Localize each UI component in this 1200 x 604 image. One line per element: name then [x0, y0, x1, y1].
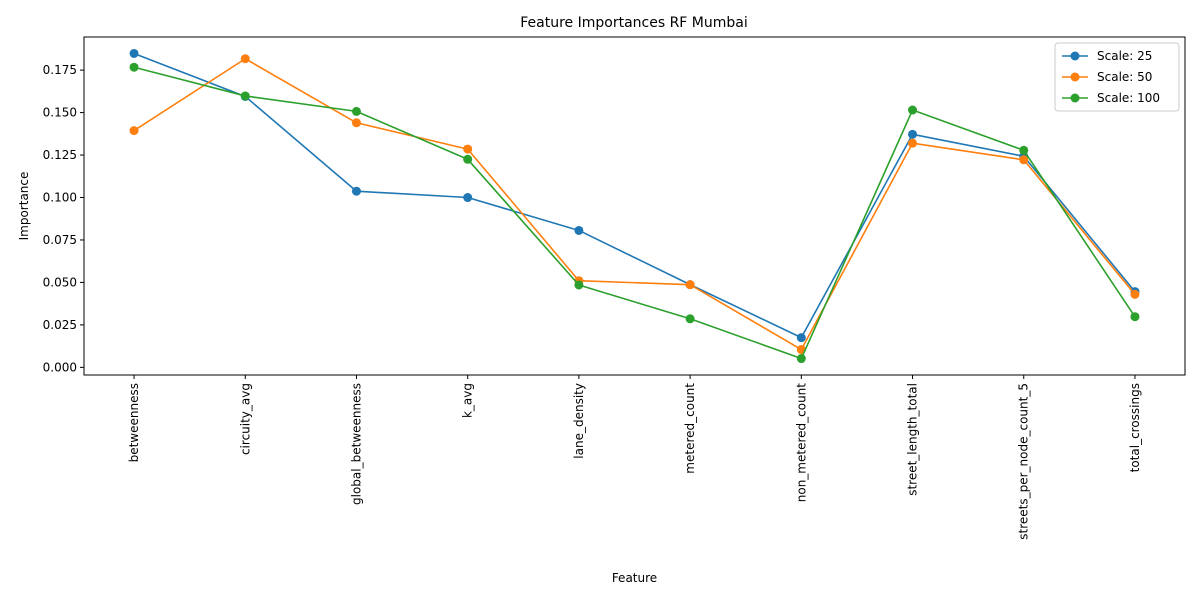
data-point [463, 154, 473, 164]
legend: Scale: 25 Scale: 50 Scale: 100 [1054, 42, 1180, 112]
x-tick-label: street_length_total [906, 383, 920, 496]
y-tick-label: 0.025 [43, 318, 77, 332]
data-point [796, 354, 806, 364]
legend-label: Scale: 100 [1097, 91, 1160, 105]
data-point [796, 333, 806, 343]
data-point [685, 280, 695, 290]
data-point [463, 193, 473, 203]
data-point [463, 144, 473, 154]
x-tick-label: total_crossings [1128, 383, 1142, 472]
data-point [1130, 289, 1140, 299]
data-point [1019, 155, 1029, 165]
y-tick-label: 0.125 [43, 148, 77, 162]
data-point [240, 54, 250, 64]
series-line [133, 66, 1136, 360]
y-tick-label: 0.075 [43, 233, 77, 247]
data-point [129, 62, 139, 72]
legend-marker [1070, 72, 1080, 82]
x-tick-label: circuity_avg [238, 383, 252, 455]
data-point [908, 129, 918, 139]
x-axis-label: Feature [612, 571, 657, 585]
data-point [1019, 145, 1029, 155]
x-tick-label: global_betweenness [349, 383, 363, 505]
data-point [129, 48, 139, 58]
legend-marker [1070, 93, 1080, 103]
legend-box [1054, 42, 1180, 112]
data-point [685, 314, 695, 324]
data-point [129, 126, 139, 136]
data-point [908, 138, 918, 148]
data-point [574, 280, 584, 290]
data-point [351, 118, 361, 128]
y-tick-label: 0.100 [43, 191, 77, 205]
x-tick-label: k_avg [461, 383, 475, 418]
x-tick-label: lane_density [572, 383, 586, 459]
series-line [133, 52, 1136, 339]
legend-label: Scale: 50 [1097, 70, 1152, 84]
data-point [351, 186, 361, 196]
legend-marker [1070, 51, 1080, 61]
x-tick-label: streets_per_node_count_5 [1017, 383, 1031, 540]
y-tick-label: 0.175 [43, 63, 77, 77]
chart-title: Feature Importances RF Mumbai [520, 15, 748, 31]
series-1 [129, 48, 1140, 343]
plot-frame [83, 36, 1186, 376]
data-point [908, 105, 918, 115]
y-tick-label: 0.050 [43, 275, 77, 289]
x-tick-label: metered_count [683, 383, 697, 474]
x-tick-label: betweenness [127, 383, 141, 462]
series-layer [129, 48, 1140, 364]
x-tick-label: non_metered_count [794, 383, 808, 503]
data-point [351, 106, 361, 116]
series-line [133, 57, 1136, 351]
data-point [240, 91, 250, 101]
data-point [1130, 312, 1140, 322]
y-axis: 0.000 0.025 0.050 0.075 0.100 0.125 0.150 0.175 [43, 63, 84, 374]
series-3 [129, 62, 1140, 364]
x-axis: betweenness circuity_avg global_betweennes… [127, 375, 1142, 540]
y-tick-label: 0.000 [43, 360, 77, 374]
y-tick-label: 0.150 [43, 106, 77, 120]
data-point [574, 225, 584, 235]
legend-label: Scale: 25 [1097, 49, 1152, 63]
y-axis-label: Importance [17, 172, 31, 241]
series-2 [129, 54, 1140, 355]
